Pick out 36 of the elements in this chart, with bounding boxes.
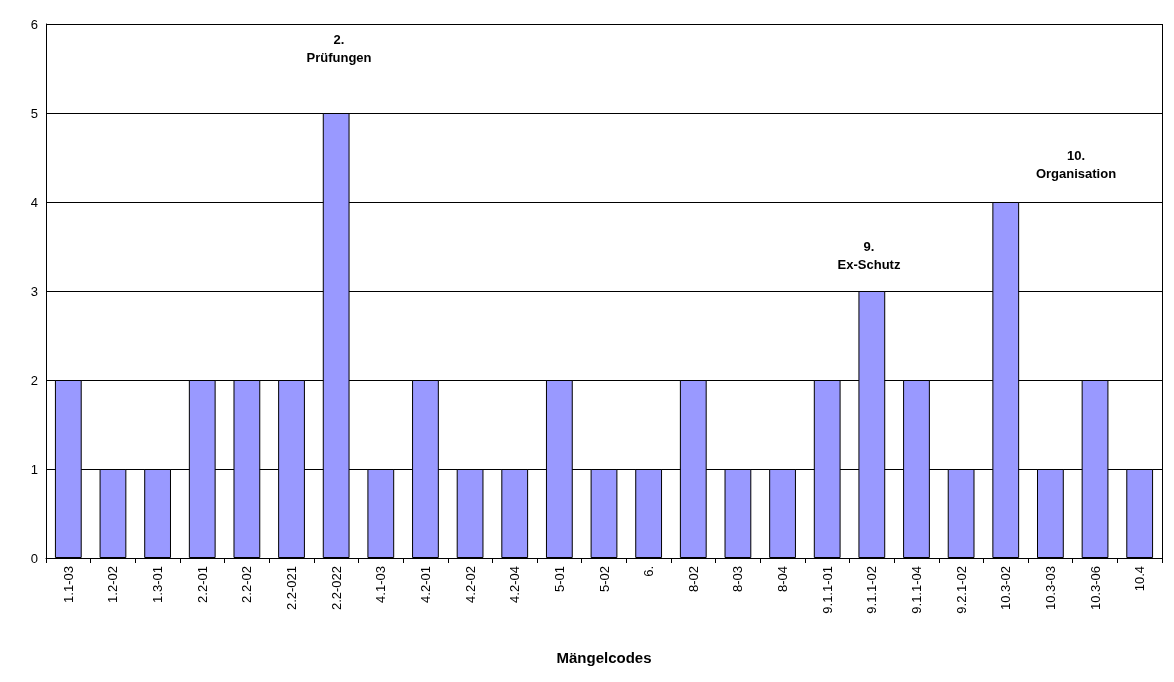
x-tick-label: 10.4 — [1132, 566, 1148, 592]
y-tick-label: 1 — [30, 461, 38, 477]
x-tick-label: 4.2-02 — [462, 566, 478, 603]
x-tick-label: 4.2-04 — [507, 566, 523, 603]
x-tick-label: 2.2-022 — [328, 566, 344, 611]
x-tick-label: 9.1.1-04 — [908, 566, 924, 614]
annotation: 9. Ex-Schutz — [837, 238, 901, 272]
y-tick-label: 5 — [30, 105, 38, 121]
x-tick-label: 1.2-02 — [105, 566, 121, 603]
y-tick-label: 3 — [30, 283, 38, 299]
x-tick-label: 5-01 — [551, 566, 567, 593]
x-tick-label: 9.1.1-02 — [864, 566, 880, 614]
x-tick-label: 2.2-021 — [284, 566, 300, 611]
x-tick-label: 10.3-02 — [998, 566, 1014, 611]
annotation: 2. Prüfungen — [306, 31, 372, 65]
x-tick-label: 10.3-06 — [1087, 566, 1103, 611]
x-tick-label: 8-03 — [730, 566, 746, 593]
annotation: 10. Organisation — [1035, 147, 1117, 181]
x-tick-label: 8-04 — [775, 566, 791, 593]
x-tick-label: 6. — [641, 566, 657, 577]
x-tick-label: 5-02 — [596, 566, 612, 593]
x-tick-label: 4.1-03 — [373, 566, 389, 603]
x-tick-label: 8-02 — [685, 566, 701, 593]
y-tick-label: 4 — [30, 194, 38, 210]
x-axis-title: Mängelcodes — [556, 649, 652, 666]
x-tick-label: 9.2.1-02 — [953, 566, 969, 614]
x-tick-label: 4.2-01 — [417, 566, 433, 603]
x-tick-label: 2.2-01 — [194, 566, 210, 603]
x-tick-label: 2.2-02 — [239, 566, 255, 603]
y-tick-label: 2 — [30, 372, 38, 388]
y-tick-label: 6 — [30, 16, 38, 32]
x-tick-label: 1.3-01 — [150, 566, 166, 603]
y-tick-label: 0 — [30, 550, 38, 566]
x-tick-label: 1.1-03 — [60, 566, 76, 603]
x-tick-label: 9.1.1-01 — [819, 566, 835, 614]
x-tick-label: 10.3-03 — [1042, 566, 1058, 611]
